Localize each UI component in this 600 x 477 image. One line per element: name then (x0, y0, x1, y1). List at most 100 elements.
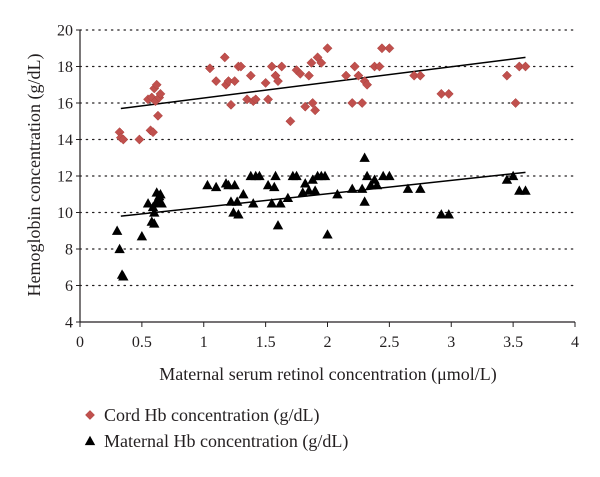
data-point-maternal (332, 189, 343, 199)
data-point-cord (520, 61, 531, 72)
y-tick-label: 14 (57, 132, 73, 149)
data-point-maternal (238, 189, 249, 199)
data-point-maternal (507, 170, 519, 181)
data-point-maternal (520, 185, 531, 195)
data-point-cord (501, 70, 512, 81)
x-tick-label: 1.5 (256, 334, 276, 351)
data-point-maternal (300, 178, 311, 188)
data-point-maternal (384, 170, 395, 181)
x-tick-label: 3 (447, 334, 455, 351)
data-point-cord (353, 70, 364, 81)
data-point-maternal (229, 179, 240, 190)
data-point-maternal (266, 198, 278, 208)
data-point-maternal (149, 218, 160, 228)
data-point-maternal (231, 196, 243, 206)
data-point-maternal (501, 174, 513, 184)
data-point-maternal (356, 183, 368, 193)
data-point-maternal (210, 181, 222, 192)
data-point-cord (436, 88, 447, 99)
data-point-cord (263, 94, 274, 105)
x-axis-title: Maternal serum retinol concentration (μm… (159, 364, 497, 385)
data-point-cord (307, 98, 318, 108)
axes (76, 29, 576, 327)
data-point-cord (134, 134, 145, 145)
data-point-cord (510, 98, 521, 108)
data-point-maternal (155, 189, 166, 199)
data-point-cord (204, 63, 215, 74)
data-point-cord (295, 68, 306, 79)
data-point-maternal (371, 179, 383, 190)
data-point-maternal (254, 170, 265, 181)
data-point-cord (276, 61, 287, 72)
data-point-maternal (269, 181, 280, 192)
data-point-maternal (309, 185, 321, 195)
x-tick-label: 4 (571, 334, 579, 351)
data-point-cord (260, 77, 271, 88)
y-tick-label: 6 (65, 278, 73, 295)
data-point-cord (155, 88, 166, 99)
data-point-maternal (111, 225, 123, 235)
data-point-maternal (136, 231, 148, 241)
data-point-cord (310, 105, 321, 116)
data-point-maternal (202, 179, 213, 190)
data-point-maternal (149, 207, 160, 217)
data-point-cord (226, 99, 236, 110)
data-point-cord (384, 43, 395, 54)
data-point-cord (303, 70, 314, 81)
data-point-cord (153, 110, 163, 121)
data-points (111, 43, 531, 281)
data-point-maternal (262, 179, 274, 190)
data-point-maternal (270, 170, 281, 181)
data-point-cord (300, 101, 311, 112)
legend: Cord Hb concentration (g/dL) Maternal Hb… (84, 405, 348, 452)
y-tick-label: 16 (57, 96, 73, 113)
data-point-maternal (415, 183, 426, 193)
legend-label-maternal: Maternal Hb concentration (g/dL) (104, 431, 348, 452)
data-point-cord (362, 79, 373, 90)
data-point-maternal (275, 198, 286, 208)
y-tick-label: 8 (65, 242, 73, 259)
data-point-maternal (436, 209, 447, 219)
data-point-cord (357, 98, 368, 108)
legend-diamond-icon (85, 410, 95, 420)
data-point-maternal (114, 243, 125, 254)
data-point-maternal (118, 271, 129, 281)
x-tick-label: 3.5 (503, 334, 523, 351)
trendline-maternal (120, 171, 526, 217)
y-tick-label: 18 (57, 59, 73, 76)
data-point-maternal (248, 198, 259, 208)
data-point-cord (235, 61, 246, 72)
data-point-cord (229, 76, 240, 87)
y-tick-label: 4 (65, 315, 73, 332)
data-point-cord (118, 134, 129, 145)
data-point-cord (151, 79, 162, 90)
data-point-cord (322, 43, 333, 54)
data-point-maternal (361, 170, 373, 181)
data-point-cord (148, 127, 158, 138)
data-point-maternal (402, 183, 414, 193)
y-tick-label: 12 (57, 169, 73, 186)
data-point-maternal (359, 196, 370, 206)
data-point-cord (219, 52, 230, 63)
x-tick-label: 2 (324, 334, 332, 351)
x-tick-label: 2.5 (379, 334, 399, 351)
legend-label-cord: Cord Hb concentration (g/dL) (104, 405, 319, 426)
data-point-maternal (322, 229, 333, 239)
x-tick-label: 0 (76, 334, 84, 351)
data-point-maternal (347, 183, 358, 193)
data-point-maternal (307, 174, 318, 184)
data-point-cord (316, 57, 327, 68)
data-point-cord (211, 76, 222, 87)
x-tick-label: 0.5 (132, 334, 152, 351)
trendline-cord (120, 56, 526, 110)
data-point-maternal (142, 198, 154, 208)
grid-lines (79, 29, 576, 287)
data-point-cord (349, 61, 360, 72)
data-point-cord (306, 57, 317, 68)
data-point-cord (341, 70, 352, 81)
y-tick-label: 20 (57, 23, 73, 40)
y-axis-title: Hemoglobin concentration (g/dL) (24, 54, 45, 297)
x-tick-label: 1 (200, 334, 208, 351)
data-point-cord (443, 88, 454, 99)
y-tick-label: 10 (57, 205, 73, 222)
